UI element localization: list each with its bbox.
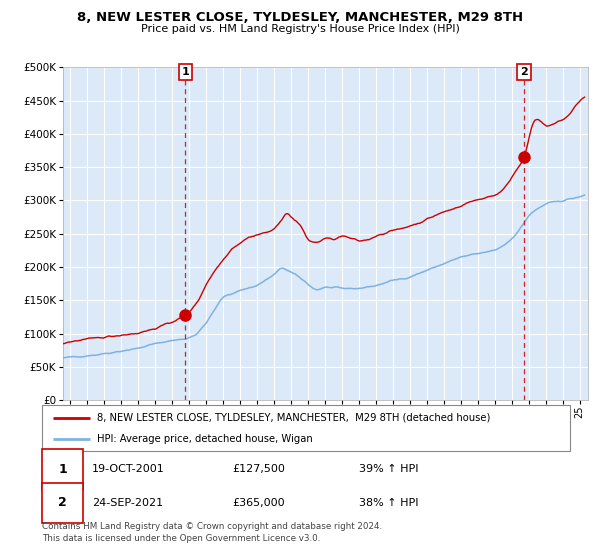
Text: 19-OCT-2001: 19-OCT-2001: [92, 464, 165, 474]
Text: Contains HM Land Registry data © Crown copyright and database right 2024.
This d: Contains HM Land Registry data © Crown c…: [42, 522, 382, 543]
Text: HPI: Average price, detached house, Wigan: HPI: Average price, detached house, Wiga…: [97, 435, 313, 444]
Text: 8, NEW LESTER CLOSE, TYLDESLEY, MANCHESTER, M29 8TH: 8, NEW LESTER CLOSE, TYLDESLEY, MANCHEST…: [77, 11, 523, 24]
Text: 8, NEW LESTER CLOSE, TYLDESLEY, MANCHESTER,  M29 8TH (detached house): 8, NEW LESTER CLOSE, TYLDESLEY, MANCHEST…: [97, 413, 491, 423]
FancyBboxPatch shape: [42, 449, 83, 489]
Text: £365,000: £365,000: [232, 497, 285, 507]
Text: 1: 1: [58, 463, 67, 475]
Text: 38% ↑ HPI: 38% ↑ HPI: [359, 497, 418, 507]
Text: 2: 2: [520, 67, 528, 77]
Text: 1: 1: [181, 67, 189, 77]
FancyBboxPatch shape: [42, 405, 570, 451]
Text: 24-SEP-2021: 24-SEP-2021: [92, 497, 163, 507]
Text: 39% ↑ HPI: 39% ↑ HPI: [359, 464, 418, 474]
Text: £127,500: £127,500: [232, 464, 285, 474]
Text: 2: 2: [58, 496, 67, 509]
FancyBboxPatch shape: [42, 483, 83, 522]
Text: Price paid vs. HM Land Registry's House Price Index (HPI): Price paid vs. HM Land Registry's House …: [140, 24, 460, 34]
